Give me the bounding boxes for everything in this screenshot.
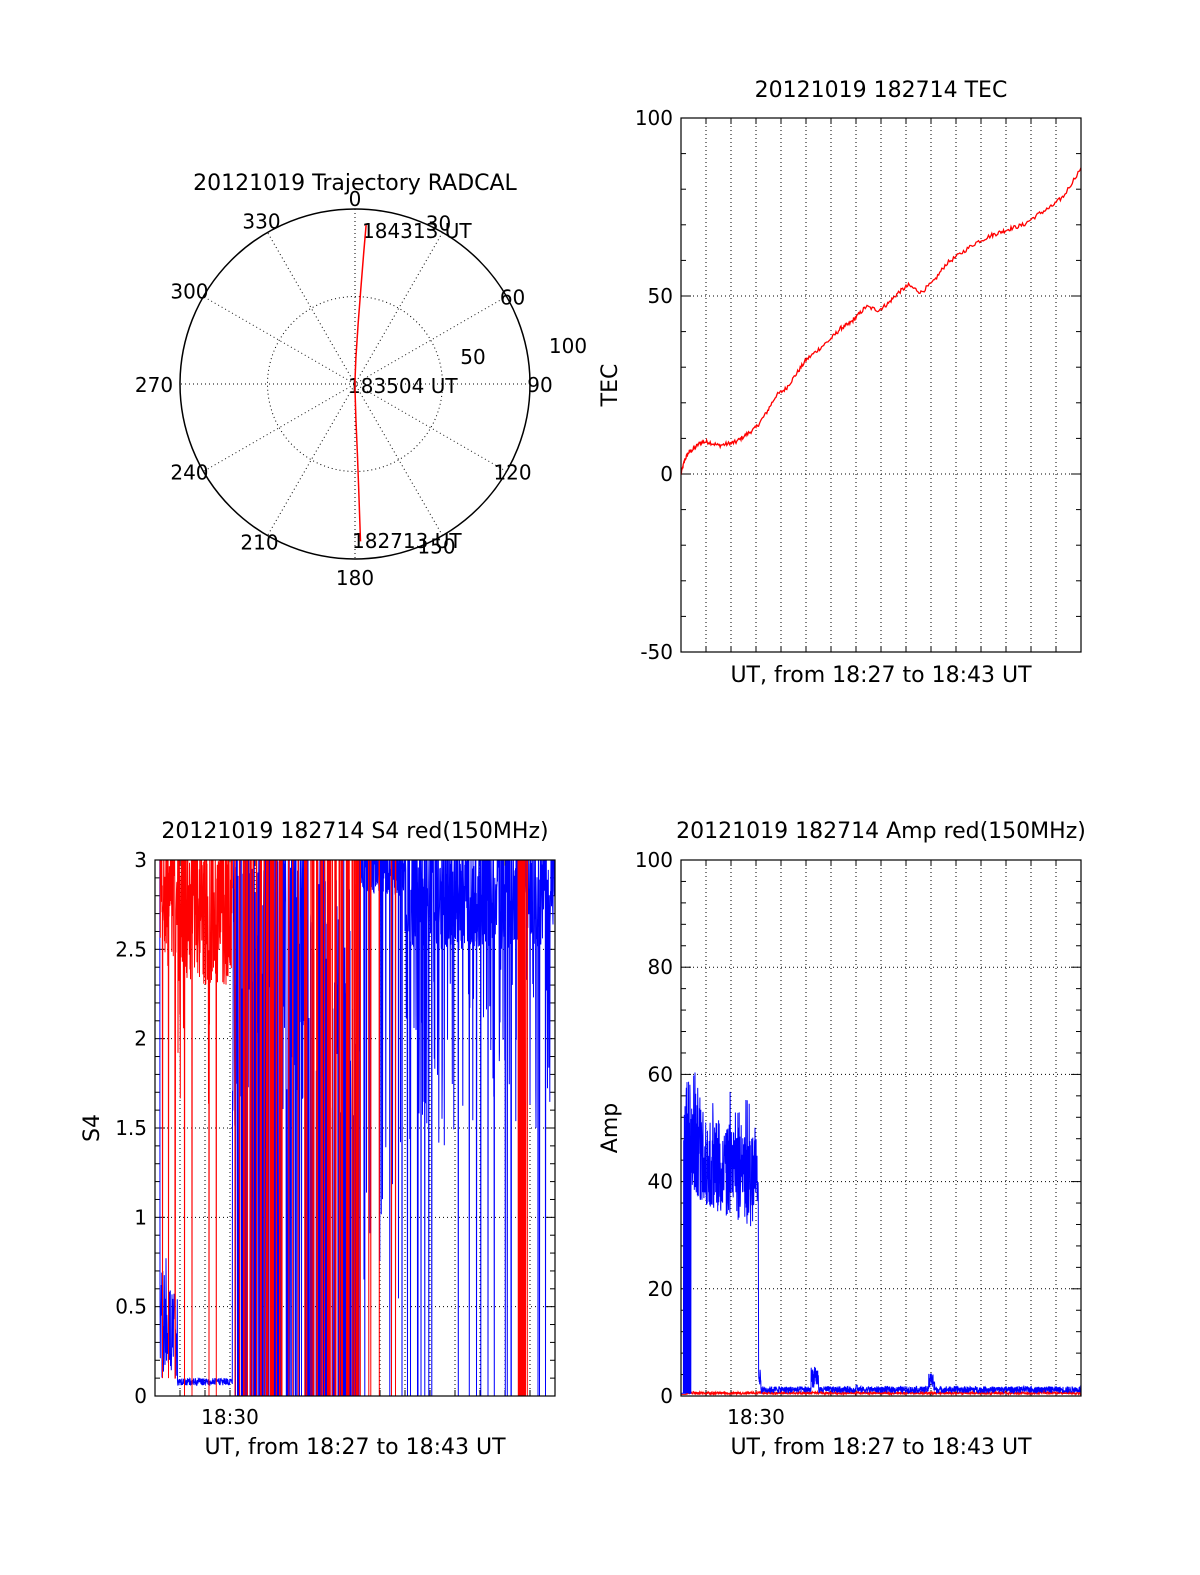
amp-blue-series: [681, 1072, 1081, 1395]
y-tick-label: 1.5: [115, 1116, 147, 1140]
polar-time-annotation: 183504 UT: [348, 374, 458, 398]
y-tick-label: 20: [648, 1277, 673, 1301]
amp-series-group: [681, 1072, 1081, 1396]
s4-red-series: [159, 860, 528, 1396]
tec-plot: 20121019 182714 TEC UT, from 18:27 to 18…: [598, 78, 1082, 688]
polar-inner-circle: [267, 296, 443, 472]
y-tick-label: 0: [660, 1384, 673, 1408]
y-tick-label: 60: [648, 1062, 673, 1086]
y-tick-label: 2: [134, 1027, 147, 1051]
s4-ylabel: S4: [80, 1114, 105, 1142]
s4-plot: 20121019 182714 S4 red(150MHz) UT, from …: [80, 819, 556, 1460]
polar-time-annotation: 184313 UT: [362, 219, 472, 243]
polar-trajectory-plot: 20121019 Trajectory RADCAL 0 30 60 90 120 150…: [135, 171, 587, 590]
s4-blue-series: [159, 860, 555, 1396]
y-tick-label: -50: [640, 640, 673, 664]
y-tick-label: 0: [134, 1384, 147, 1408]
polar-azimuth-label: 300: [170, 280, 208, 304]
polar-radial-label: 100: [549, 334, 587, 358]
tec-ylabel: TEC: [598, 364, 623, 408]
y-tick-label: 0.5: [115, 1295, 147, 1319]
tec-series-line: [680, 167, 1082, 476]
y-tick-label: 50: [648, 284, 673, 308]
polar-azimuth-label: 270: [135, 373, 173, 397]
polar-azimuth-label: 30: [426, 211, 451, 235]
y-tick-label: 3: [134, 848, 147, 872]
y-tick-label: 1: [134, 1205, 147, 1229]
amp-xlabel: UT, from 18:27 to 18:43 UT: [730, 1435, 1032, 1460]
x-tick-label: 18:30: [201, 1405, 259, 1429]
polar-time-annotation: 182713 UT: [352, 529, 462, 553]
polar-azimuth-label: 0: [349, 187, 362, 211]
s4-title: 20121019 182714 S4 red(150MHz): [161, 819, 548, 844]
plot-frame: [680, 859, 1082, 1397]
tec-xlabel: UT, from 18:27 to 18:43 UT: [730, 663, 1032, 688]
y-tick-label: 0: [660, 462, 673, 486]
polar-title: 20121019 Trajectory RADCAL: [193, 171, 517, 196]
x-tick-label: 18:30: [727, 1405, 785, 1429]
plot-frame: [680, 117, 1082, 653]
y-tick-label: 2.5: [115, 937, 147, 961]
tec-title: 20121019 182714 TEC: [755, 78, 1008, 103]
y-tick-label: 80: [648, 955, 673, 979]
polar-radial-label: 50: [460, 345, 485, 369]
amp-ylabel: Amp: [598, 1103, 623, 1153]
y-tick-label: 100: [635, 106, 673, 130]
plot-frame: [154, 859, 556, 1397]
polar-azimuth-label: 210: [240, 531, 278, 555]
polar-azimuth-label: 150: [417, 535, 455, 559]
s4-xlabel: UT, from 18:27 to 18:43 UT: [204, 1435, 506, 1460]
polar-trajectory-line: [354, 225, 367, 542]
amp-plot: 20121019 182714 Amp red(150MHz) UT, from…: [598, 819, 1086, 1460]
polar-azimuth-label: 90: [527, 373, 552, 397]
y-tick-label: 100: [635, 848, 673, 872]
y-tick-label: 40: [648, 1170, 673, 1194]
s4-series-group: [159, 860, 555, 1396]
polar-azimuth-label: 60: [500, 286, 525, 310]
polar-azimuth-label: 180: [336, 566, 374, 590]
polar-azimuth-label: 330: [242, 209, 280, 233]
polar-azimuth-label: 120: [493, 461, 531, 485]
polar-azimuth-label: 240: [170, 461, 208, 485]
amp-title: 20121019 182714 Amp red(150MHz): [676, 819, 1086, 844]
